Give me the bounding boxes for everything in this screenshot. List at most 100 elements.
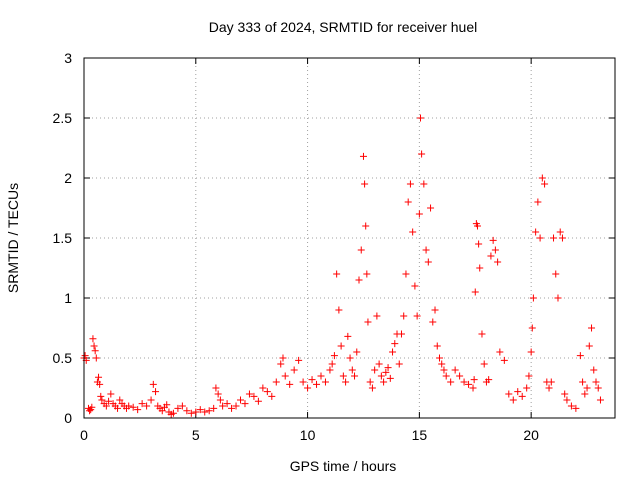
data-point xyxy=(361,180,369,188)
data-point xyxy=(163,401,171,409)
x-tick-label: 15 xyxy=(412,427,428,443)
data-point xyxy=(395,360,403,368)
data-point xyxy=(152,388,160,396)
data-point xyxy=(411,282,419,290)
data-marks xyxy=(80,114,604,418)
data-point xyxy=(480,360,488,368)
data-point xyxy=(536,234,544,242)
data-point xyxy=(212,384,220,392)
data-point xyxy=(254,397,262,405)
data-point xyxy=(81,352,89,360)
data-point xyxy=(465,380,473,388)
data-point xyxy=(223,400,231,408)
data-point xyxy=(532,228,540,236)
data-point xyxy=(514,388,522,396)
data-point xyxy=(422,246,430,254)
data-point xyxy=(400,312,408,320)
y-tick-label: 2 xyxy=(64,170,72,186)
data-point xyxy=(268,392,276,400)
data-point xyxy=(386,374,394,382)
data-point xyxy=(272,378,280,386)
data-point xyxy=(333,270,341,278)
tick-labels: 0 0.5 1 1.5 2 2.5 3 0 5 10 15 20 xyxy=(53,50,540,443)
data-point xyxy=(489,236,497,244)
data-point xyxy=(116,396,124,404)
data-point xyxy=(509,396,517,404)
data-point xyxy=(442,372,450,380)
data-point xyxy=(523,384,531,392)
data-point xyxy=(219,402,227,410)
data-point xyxy=(563,396,571,404)
data-point xyxy=(263,388,271,396)
data-point xyxy=(134,406,142,414)
data-point xyxy=(88,403,96,411)
data-point xyxy=(456,372,464,380)
data-point xyxy=(187,409,195,417)
data-point xyxy=(299,378,307,386)
data-point xyxy=(384,364,392,372)
data-point xyxy=(183,407,191,415)
data-point xyxy=(471,288,479,296)
data-point xyxy=(158,407,166,415)
data-point xyxy=(494,258,502,266)
data-point xyxy=(579,378,587,386)
data-point xyxy=(380,378,388,386)
data-point xyxy=(330,352,338,360)
data-point xyxy=(527,348,535,356)
data-point xyxy=(98,396,106,404)
data-point xyxy=(346,354,354,362)
y-tick-label: 0.5 xyxy=(53,350,73,366)
data-point xyxy=(552,270,560,278)
data-point xyxy=(286,380,294,388)
data-point xyxy=(377,372,385,380)
data-point xyxy=(355,276,363,284)
data-point xyxy=(371,366,379,374)
data-point xyxy=(216,396,224,404)
data-point xyxy=(250,392,258,400)
x-tick-label: 10 xyxy=(300,427,316,443)
data-point xyxy=(491,246,499,254)
data-point xyxy=(590,366,598,374)
data-point xyxy=(228,404,236,412)
data-point xyxy=(95,373,103,381)
data-point xyxy=(534,198,542,206)
data-point xyxy=(366,378,374,386)
data-point xyxy=(576,352,584,360)
data-point xyxy=(96,380,104,388)
data-point xyxy=(485,376,493,384)
data-point xyxy=(102,402,110,410)
data-point xyxy=(210,404,218,412)
data-point xyxy=(550,234,558,242)
data-point xyxy=(561,390,569,398)
data-point xyxy=(178,402,186,410)
data-point xyxy=(97,392,105,400)
data-point xyxy=(169,409,177,417)
data-point xyxy=(89,335,97,343)
data-point xyxy=(404,198,412,206)
data-point xyxy=(174,404,182,412)
data-point xyxy=(496,348,504,356)
data-point xyxy=(470,376,478,384)
data-point xyxy=(359,152,367,160)
data-point xyxy=(205,407,213,415)
data-point xyxy=(362,222,370,230)
data-point xyxy=(138,400,146,408)
data-point xyxy=(91,347,99,355)
data-point xyxy=(308,376,316,384)
data-point xyxy=(279,354,287,362)
y-tick-label: 3 xyxy=(64,50,72,66)
data-point xyxy=(475,240,483,248)
data-point xyxy=(435,354,443,362)
plot-frame xyxy=(83,57,616,419)
data-point xyxy=(554,294,562,302)
data-point xyxy=(416,114,424,122)
data-point xyxy=(382,368,390,376)
data-point xyxy=(596,396,604,404)
x-axis-label: GPS time / hours xyxy=(290,458,397,474)
data-point xyxy=(500,356,508,364)
data-point xyxy=(353,348,361,356)
x-tick-label: 0 xyxy=(80,427,88,443)
data-point xyxy=(149,380,157,388)
